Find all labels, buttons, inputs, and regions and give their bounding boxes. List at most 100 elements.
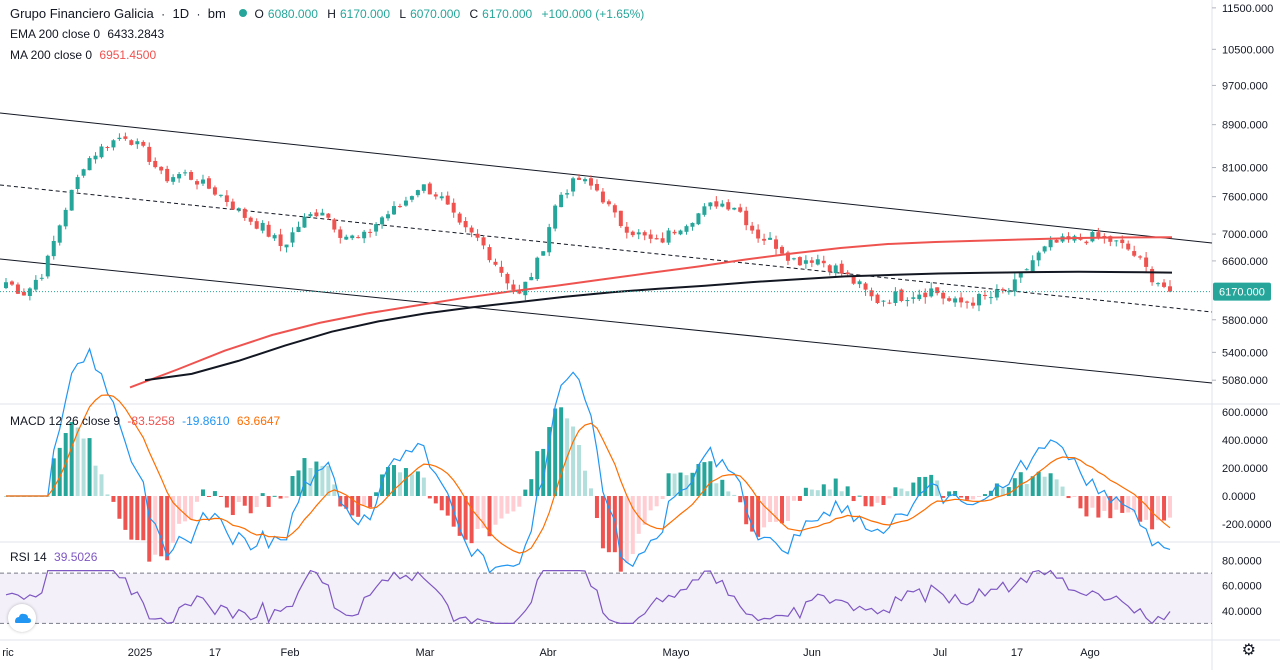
candle-body bbox=[302, 216, 307, 228]
macd-hist-bar bbox=[851, 496, 856, 502]
candle-body bbox=[923, 292, 928, 298]
macd-hist-bar bbox=[105, 494, 110, 496]
macd-hist-bar bbox=[392, 465, 396, 496]
ma200-line bbox=[129, 236, 1173, 389]
tradingview-logo[interactable] bbox=[8, 604, 36, 632]
price-tick-label: 5800.000 bbox=[1222, 315, 1268, 327]
ohlc-change: +100.000 (+1.65%) bbox=[541, 7, 645, 21]
macd-hist-bar bbox=[1156, 496, 1161, 521]
macd-hist-bar bbox=[278, 496, 283, 499]
macd-hist-bar bbox=[791, 496, 796, 501]
candle-body bbox=[774, 239, 779, 249]
macd-hist-bar bbox=[195, 496, 200, 502]
macd-hist-bar bbox=[368, 496, 373, 508]
candle-body bbox=[1084, 241, 1089, 244]
macd-hist-bar bbox=[577, 445, 582, 496]
candle-body bbox=[469, 227, 474, 233]
candle-body bbox=[200, 179, 205, 184]
macd-hist-bar bbox=[965, 496, 970, 500]
candle-body bbox=[75, 177, 80, 190]
candle-body bbox=[111, 140, 116, 148]
candle-body bbox=[123, 136, 128, 139]
macd-hist-bar bbox=[427, 496, 432, 499]
macd-hist-bar bbox=[481, 496, 486, 529]
macd-hist-bar bbox=[254, 496, 259, 508]
candle-body bbox=[905, 300, 910, 302]
candle-body bbox=[189, 171, 194, 180]
macd-hist-bar bbox=[756, 496, 761, 537]
macd-hist-bar bbox=[87, 438, 92, 496]
candle-body bbox=[278, 234, 283, 247]
candle-body bbox=[451, 202, 456, 213]
macd-hist-bar bbox=[320, 465, 325, 496]
macd-hist-bar bbox=[1084, 496, 1089, 517]
macd-hist-bar bbox=[344, 496, 349, 509]
candle-body bbox=[248, 217, 253, 222]
macd-hist-bar bbox=[911, 482, 916, 496]
macd-hist-bar bbox=[439, 496, 444, 511]
rsi-tick-label: 80.0000 bbox=[1222, 556, 1262, 568]
settings-gear-icon[interactable]: ⚙ bbox=[1241, 642, 1256, 659]
candle-body bbox=[594, 183, 599, 191]
candle-body bbox=[642, 232, 647, 236]
candle-body bbox=[994, 289, 999, 298]
macd-hist-bar bbox=[415, 471, 420, 496]
candle-body bbox=[320, 212, 325, 216]
ema-value: 6433.2843 bbox=[107, 27, 165, 41]
macd-hist-bar bbox=[809, 489, 814, 496]
candle-body bbox=[1000, 289, 1005, 291]
candle-body bbox=[206, 178, 211, 189]
macd-hist-bar bbox=[386, 467, 391, 496]
macd-hist-bar bbox=[523, 489, 528, 496]
candle-body bbox=[260, 222, 265, 231]
macd-hist-bar bbox=[81, 438, 86, 496]
macd-hist-bar bbox=[768, 496, 773, 523]
candle-body bbox=[541, 251, 546, 256]
macd-hist-bar bbox=[624, 496, 629, 563]
macd-hist-bar bbox=[982, 494, 987, 496]
candle-body bbox=[1030, 260, 1035, 272]
macd-hist-bar bbox=[248, 496, 253, 514]
time-tick-label: Abr bbox=[539, 647, 556, 659]
macd-hist-bar bbox=[200, 489, 205, 496]
candle-body bbox=[636, 232, 641, 235]
candle-body bbox=[583, 179, 588, 182]
channel-upper-line bbox=[0, 112, 1213, 244]
macd-hist-bar bbox=[69, 422, 74, 496]
candle-body bbox=[803, 260, 808, 264]
ma-value: 6951.4500 bbox=[99, 48, 157, 62]
macd-tick-label: 0.0000 bbox=[1222, 491, 1256, 503]
macd-hist-bar bbox=[541, 448, 546, 496]
candle-body bbox=[827, 265, 832, 272]
macd-hist-bar bbox=[606, 496, 611, 553]
macd-hist-bar bbox=[487, 496, 492, 537]
macd-hist-bar bbox=[726, 491, 731, 496]
macd-hist-bar bbox=[350, 496, 355, 516]
ema-label: EMA 200 close 0 bbox=[10, 27, 101, 41]
rsi-line bbox=[5, 569, 1171, 625]
candle-body bbox=[195, 181, 200, 185]
macd-hist-bar bbox=[887, 496, 892, 499]
macd-hist-bar bbox=[183, 496, 188, 522]
macd-hist-bar bbox=[218, 496, 223, 497]
candle-body bbox=[21, 291, 26, 296]
macd-hist-bar bbox=[714, 483, 719, 496]
candle-body bbox=[87, 158, 92, 171]
candle-body bbox=[177, 174, 182, 179]
macd-hist-bar bbox=[314, 461, 319, 496]
ohlc-c-label: C bbox=[469, 7, 479, 21]
candle-body bbox=[362, 231, 367, 239]
candle-body bbox=[141, 141, 146, 146]
candle-body bbox=[893, 291, 898, 303]
candle-body bbox=[427, 183, 432, 195]
candle-body bbox=[99, 146, 104, 158]
candle-body bbox=[9, 281, 14, 285]
candle-body bbox=[953, 298, 958, 303]
macd-hist-bar bbox=[236, 496, 241, 503]
candle-body bbox=[153, 160, 158, 168]
macd-hist-bar bbox=[666, 473, 671, 496]
candle-body bbox=[1120, 239, 1125, 244]
visibility-dot-icon[interactable] bbox=[239, 9, 248, 17]
macd-hist-bar bbox=[75, 427, 80, 496]
